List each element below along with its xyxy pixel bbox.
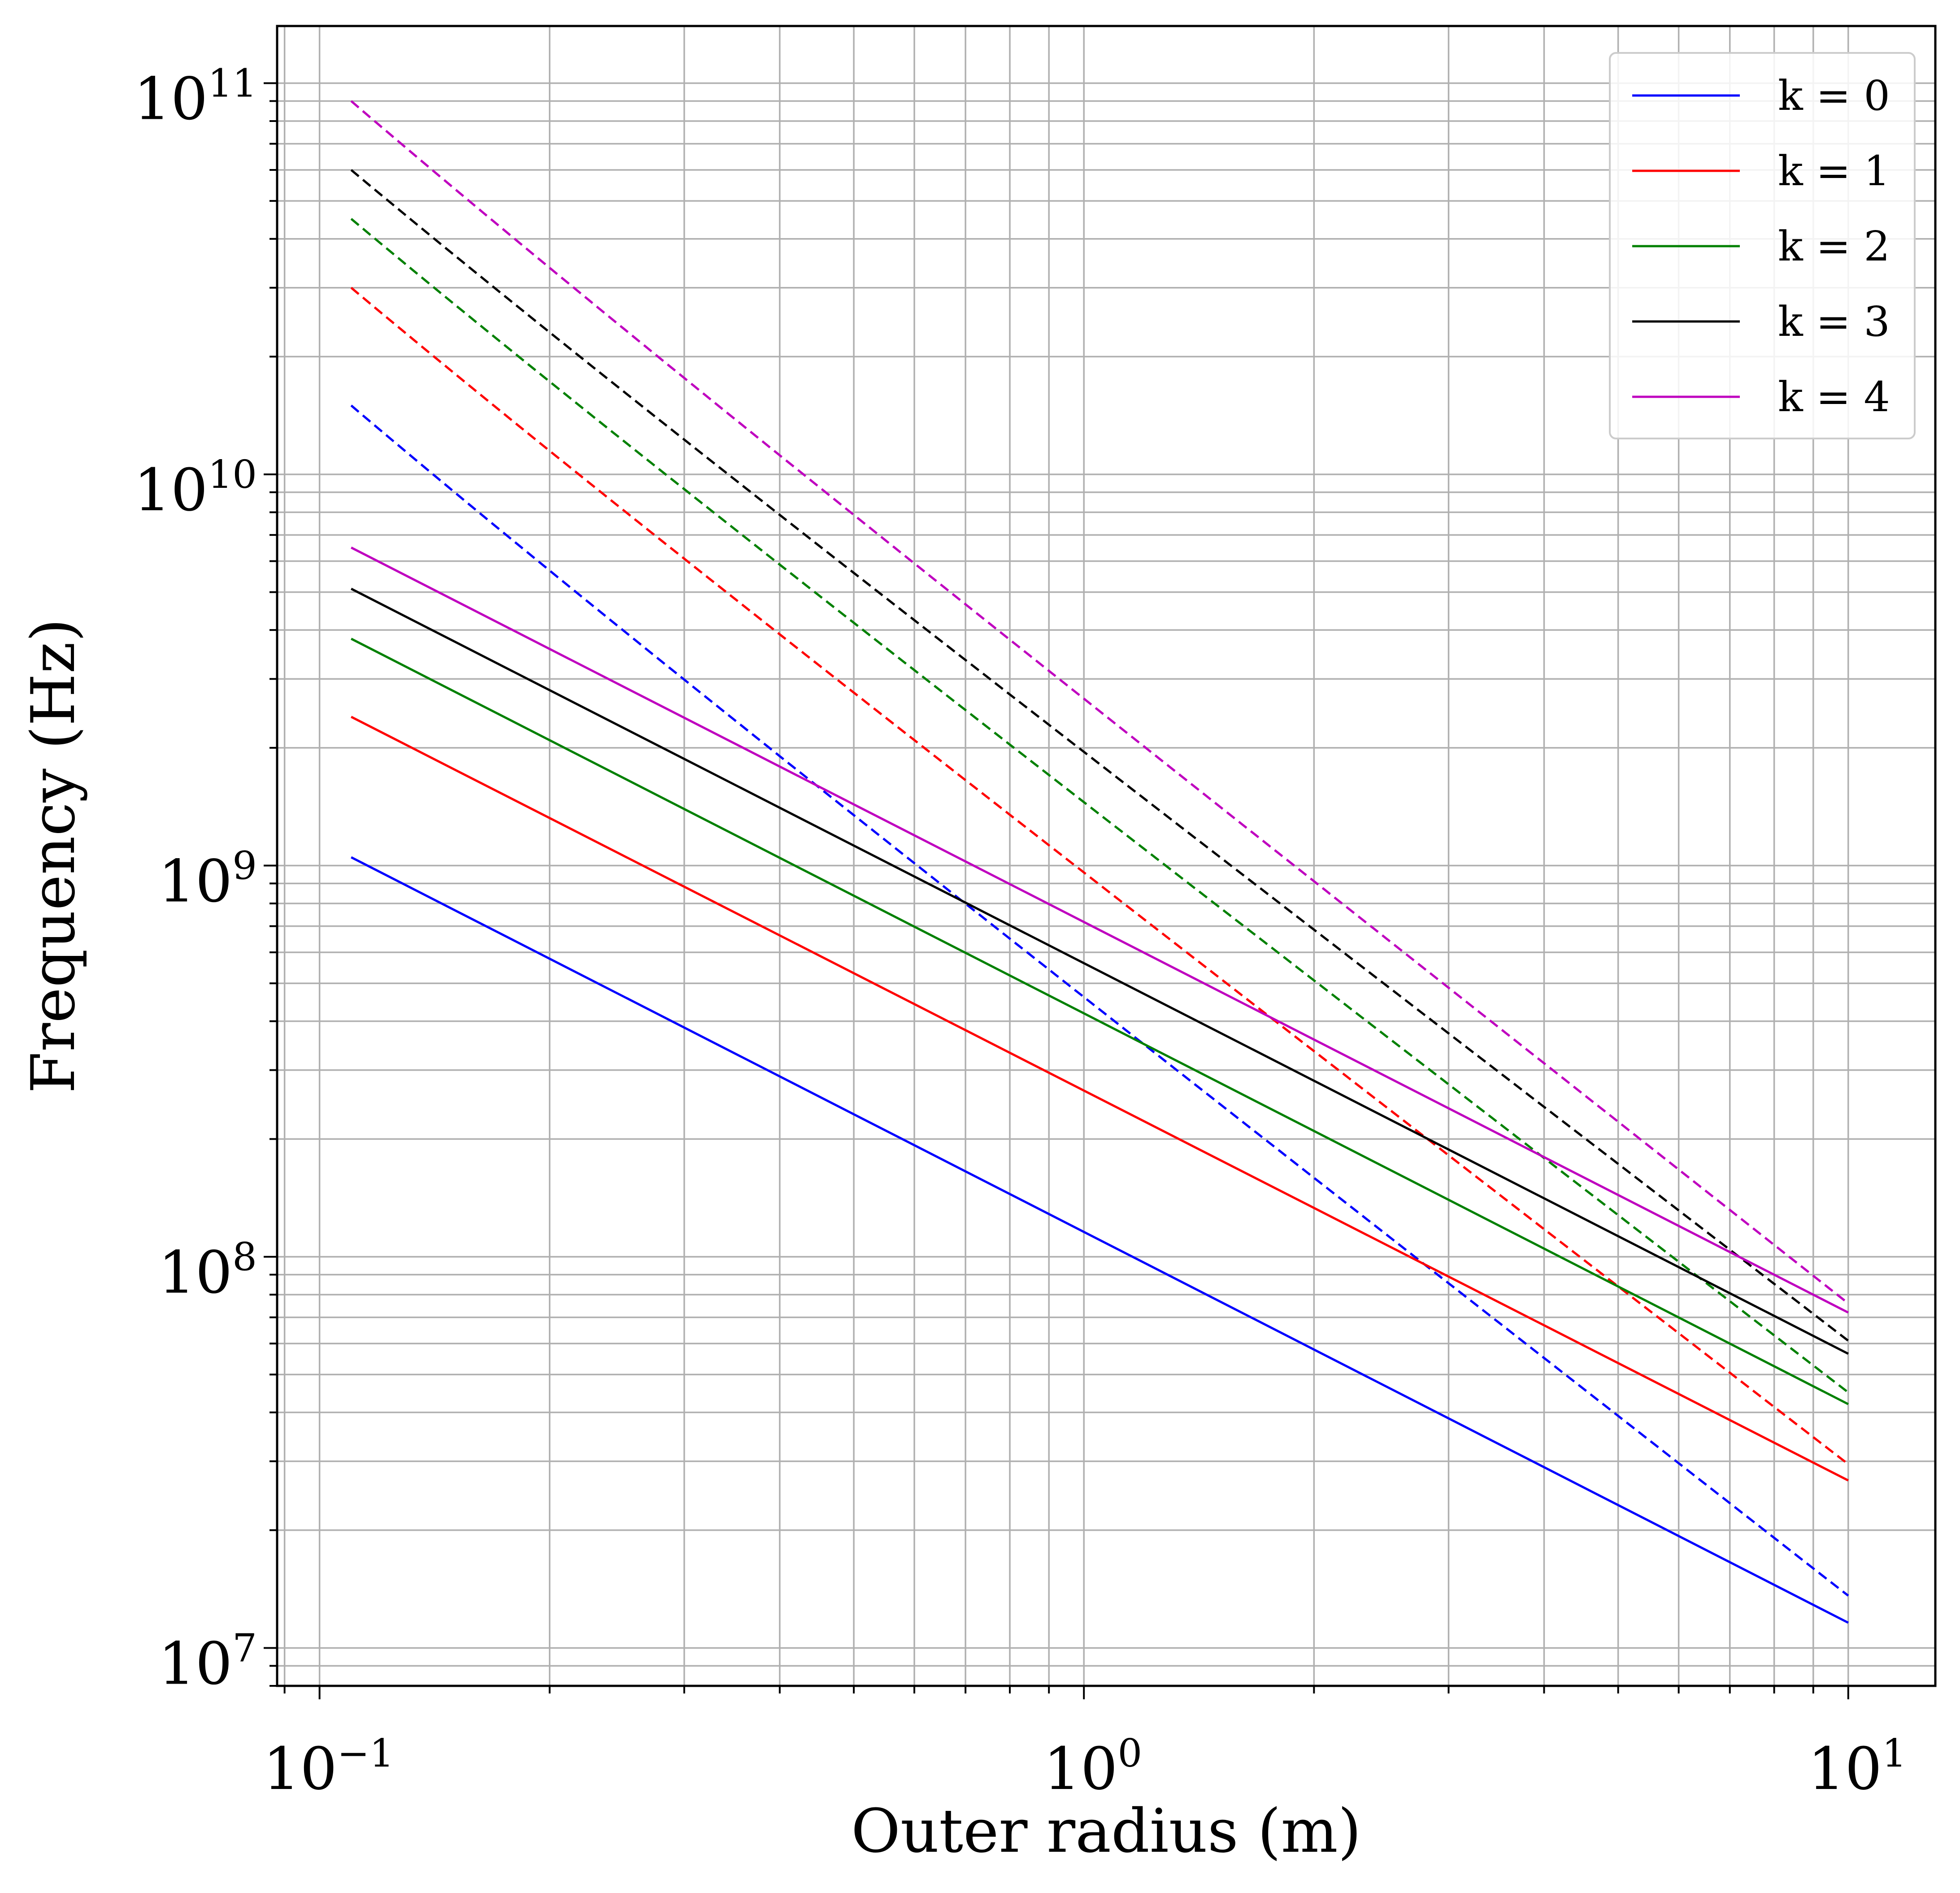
y-tick-label: 1011 (134, 61, 257, 133)
plot-frame (276, 25, 1937, 1687)
y-tick-label: 1010 (134, 452, 257, 524)
legend-entry: k = 1 (1632, 147, 1890, 195)
legend-label: k = 4 (1778, 373, 1890, 421)
series-line-solid (351, 716, 1849, 1482)
legend-label: k = 3 (1778, 298, 1890, 346)
series-line-dashed (350, 100, 1849, 1304)
series-line-dashed (350, 404, 1849, 1597)
y-axis-label: Frequency (Hz) (18, 618, 88, 1093)
series-line-dashed (350, 218, 1849, 1394)
y-tick-label: 108 (158, 1235, 257, 1307)
legend-label: k = 2 (1778, 222, 1890, 270)
grid (277, 26, 1935, 1687)
ticks (264, 82, 1849, 1699)
legend-label: k = 0 (1778, 72, 1890, 120)
legend-entry: k = 0 (1632, 72, 1890, 120)
series-line-solid (351, 587, 1849, 1355)
legend-entry: k = 4 (1632, 373, 1890, 421)
legend-box (1609, 52, 1916, 439)
x-tick-label: 101 (1808, 1731, 1907, 1803)
legend-entry: k = 3 (1632, 298, 1890, 346)
x-tick-labels: 10−1 100 101 (263, 1731, 1907, 1803)
y-tick-label: 107 (158, 1626, 257, 1698)
series-lines (350, 100, 1849, 1624)
series-line-solid (351, 856, 1849, 1624)
series-line-solid (351, 638, 1849, 1405)
series-line-dashed (350, 287, 1849, 1465)
x-tick-label: 10−1 (263, 1731, 394, 1803)
legend-label: k = 1 (1778, 147, 1890, 195)
y-tick-label: 109 (158, 843, 257, 915)
y-tick-labels: 107 108 109 1010 1011 (134, 61, 257, 1698)
series-line-dashed (350, 169, 1849, 1342)
x-tick-label: 100 (1043, 1731, 1142, 1803)
legend-entry: k = 2 (1632, 222, 1890, 270)
series-line-solid (351, 546, 1849, 1314)
legend: k = 0 k = 1 k = 2 k = 3 k = 4 (1609, 52, 1916, 439)
x-axis-label: Outer radius (m) (851, 1796, 1361, 1866)
